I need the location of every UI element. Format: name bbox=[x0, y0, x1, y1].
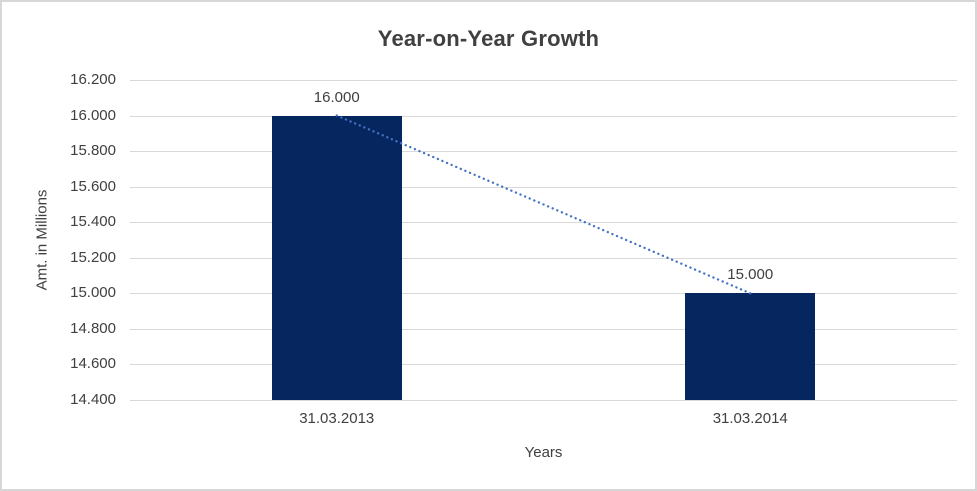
gridline bbox=[130, 186, 957, 188]
y-tick-label: 15.000 bbox=[70, 284, 116, 302]
y-tick-label: 15.800 bbox=[70, 142, 116, 160]
y-axis-title: Amt. in Millions bbox=[33, 189, 51, 291]
y-tick-label: 16.200 bbox=[70, 71, 116, 88]
y-tick-label: 14.400 bbox=[70, 391, 116, 408]
gridline bbox=[130, 293, 957, 295]
y-tick-label: 15.400 bbox=[70, 213, 116, 231]
gridline bbox=[130, 257, 957, 259]
y-tick-label: 14.800 bbox=[70, 319, 116, 337]
x-tick-label: 31.03.2014 bbox=[712, 410, 788, 427]
gridline bbox=[130, 151, 957, 153]
bar-31.03.2013 bbox=[271, 115, 402, 400]
gridline bbox=[130, 80, 957, 81]
data-label: 16.000 bbox=[313, 88, 360, 106]
y-tick-label: 15.200 bbox=[70, 248, 116, 266]
chart-title: Year-on-Year Growth bbox=[377, 26, 600, 51]
trendline-dotted bbox=[335, 114, 752, 295]
gridline bbox=[130, 115, 957, 117]
x-axis-title: Years bbox=[524, 444, 563, 461]
gridline bbox=[130, 400, 957, 401]
y-tick-label: 16.000 bbox=[70, 106, 116, 124]
gridline bbox=[130, 364, 957, 366]
plot-area bbox=[130, 80, 957, 401]
gridline bbox=[130, 328, 957, 330]
data-label: 15.000 bbox=[727, 266, 774, 284]
x-tick-label: 31.03.2013 bbox=[299, 410, 375, 427]
y-tick-label: 14.600 bbox=[70, 355, 116, 373]
y-tick-label: 15.600 bbox=[70, 177, 116, 195]
gridline bbox=[130, 222, 957, 224]
trendline bbox=[335, 114, 752, 295]
bar-31.03.2014 bbox=[685, 293, 816, 400]
